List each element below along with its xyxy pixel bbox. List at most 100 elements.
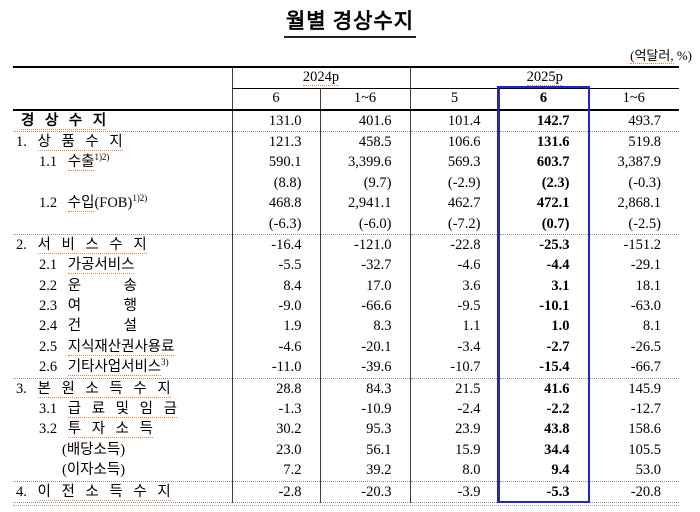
row-label: 1.2 수입(FOB)1)2) bbox=[13, 194, 232, 214]
row-label-text: 수출 bbox=[67, 154, 95, 172]
table-row: 3. 본 원 소 득 수 지 28.8 84.3 21.5 41.6 145.9 bbox=[13, 378, 679, 400]
value-cell: 23.9 bbox=[409, 419, 499, 441]
value-cell: 84.3 bbox=[319, 378, 410, 400]
value-cell: 603.7 bbox=[498, 152, 588, 174]
row-label: 2.4 건 설 bbox=[13, 317, 232, 337]
value-cell: 34.4 bbox=[498, 440, 588, 461]
value-cell: 53.0 bbox=[587, 460, 679, 482]
value-cell: -5.3 bbox=[498, 481, 588, 504]
value-cell: 472.1 bbox=[498, 193, 588, 214]
value-cell: 145.9 bbox=[587, 378, 679, 400]
value-cell: 401.6 bbox=[319, 110, 410, 132]
table-row: 4. 이 전 소 득 수 지 -2.8 -20.3 -3.9 -5.3 -20.8 bbox=[13, 481, 679, 504]
value-cell: -5.5 bbox=[231, 255, 320, 277]
row-label-prefix: 2.5 bbox=[39, 338, 68, 355]
value-cell: 8.3 bbox=[319, 316, 410, 338]
group-header-2024p: 2024p bbox=[231, 67, 410, 89]
value-cell: -29.1 bbox=[587, 255, 679, 277]
footnote-marker: 3) bbox=[161, 357, 169, 368]
value-cell: -10.9 bbox=[319, 399, 410, 420]
value-cell: -20.8 bbox=[587, 481, 679, 504]
row-label-prefix: 2.2 bbox=[39, 277, 68, 294]
value-cell: 1.0 bbox=[498, 316, 588, 338]
value-cell: 101.4 bbox=[409, 110, 499, 132]
value-cell: 462.7 bbox=[409, 193, 499, 214]
value-cell: -15.4 bbox=[498, 357, 588, 379]
value-cell: -9.5 bbox=[409, 296, 499, 317]
col-header-2024-6: 6 bbox=[231, 88, 320, 111]
value-cell: -22.8 bbox=[409, 234, 499, 256]
value-cell: 39.2 bbox=[319, 460, 410, 482]
row-label: 3.1 급 료 및 임 금 bbox=[13, 399, 232, 419]
row-label-prefix: 1.1 bbox=[39, 154, 68, 171]
value-cell: -4.6 bbox=[409, 255, 499, 277]
value-cell: -25.3 bbox=[498, 234, 588, 256]
value-cell: 106.6 bbox=[409, 131, 499, 153]
row-label-text: 건 설 bbox=[67, 318, 137, 335]
value-cell: (-2.9) bbox=[409, 173, 499, 194]
value-cell: 28.8 bbox=[231, 378, 320, 400]
table-row: 2.3 여 행 -9.0 -66.6 -9.5 -10.1 -63.0 bbox=[13, 296, 679, 317]
row-label-text: 서 비 스 수 지 bbox=[37, 236, 147, 254]
row-label: (배당소득) bbox=[13, 440, 232, 460]
footnote-marker: 1)2) bbox=[132, 193, 148, 204]
table-row: 1.1 수출1)2) 590.1 3,399.6 569.3 603.7 3,387.9 bbox=[13, 152, 679, 174]
value-cell: (-7.2) bbox=[409, 213, 499, 235]
table-row: (배당소득) 23.0 56.1 15.9 34.4 105.5 bbox=[13, 440, 679, 461]
unit-note-rest: %) bbox=[673, 48, 692, 63]
row-label-text: 상 품 수 지 bbox=[37, 133, 123, 151]
group-header-row: 2024p 2025p bbox=[13, 67, 679, 111]
row-label-post: (FOB) bbox=[94, 195, 133, 212]
value-cell: -10.1 bbox=[498, 296, 588, 317]
row-label-text: 운 송 bbox=[67, 277, 137, 294]
table-row: (-6.3) (-6.0) (-7.2) (0.7) (-2.5) bbox=[13, 213, 679, 235]
row-label-text: 급 료 및 임 금 bbox=[67, 401, 177, 419]
value-cell: 590.1 bbox=[231, 152, 320, 174]
table-row: 2. 서 비 스 수 지 -16.4 -121.0 -22.8 -25.3 -151.2 bbox=[13, 234, 679, 256]
row-label-text: (배당소득) bbox=[62, 441, 126, 458]
value-cell: -2.8 bbox=[231, 481, 320, 504]
current-account-table-wrap: 2024p 2025p 6 1~6 5 6 1~6 경 상 수 지 131.0 40… bbox=[13, 66, 679, 507]
value-cell: -12.7 bbox=[587, 399, 679, 420]
value-cell: -32.7 bbox=[319, 255, 410, 277]
row-label-text: 지식재산권사용료 bbox=[67, 338, 175, 356]
value-cell: -66.7 bbox=[587, 357, 679, 379]
value-cell: (-2.5) bbox=[587, 213, 679, 235]
value-cell: -2.7 bbox=[498, 337, 588, 358]
current-account-table: 2024p 2025p 6 1~6 5 6 1~6 경 상 수 지 131.0 40… bbox=[13, 66, 679, 504]
value-cell: (2.3) bbox=[498, 173, 588, 194]
value-cell: -66.6 bbox=[319, 296, 410, 317]
table-row: 1. 상 품 수 지 121.3 458.5 106.6 131.6 519.8 bbox=[13, 131, 679, 153]
row-label-prefix: 2. bbox=[16, 236, 38, 253]
value-cell: -20.1 bbox=[319, 337, 410, 358]
value-cell: 2,941.1 bbox=[319, 193, 410, 214]
row-label: 1.1 수출1)2) bbox=[13, 153, 232, 173]
table-row: 2.4 건 설 1.9 8.3 1.1 1.0 8.1 bbox=[13, 316, 679, 338]
value-cell: 15.9 bbox=[409, 440, 499, 461]
row-label-prefix: 2.4 bbox=[39, 318, 68, 335]
value-cell: -1.3 bbox=[231, 399, 320, 420]
value-cell: 7.2 bbox=[231, 460, 320, 482]
table-row: 3.2 투 자 소 득 30.2 95.3 23.9 43.8 158.6 bbox=[13, 419, 679, 441]
value-cell: 121.3 bbox=[231, 131, 320, 153]
value-cell: 56.1 bbox=[319, 440, 410, 461]
value-cell: 569.3 bbox=[409, 152, 499, 174]
table-row: 2.1 가공서비스 -5.5 -32.7 -4.6 -4.4 -29.1 bbox=[13, 255, 679, 277]
value-cell: 8.4 bbox=[231, 276, 320, 297]
corner-cell bbox=[13, 67, 232, 111]
value-cell: 30.2 bbox=[231, 419, 320, 441]
col-header-2024-1to6: 1~6 bbox=[319, 88, 410, 111]
value-cell: (8.8) bbox=[231, 173, 320, 194]
row-label: 2.3 여 행 bbox=[13, 297, 232, 317]
row-label: 3.2 투 자 소 득 bbox=[13, 420, 232, 440]
value-cell: -2.4 bbox=[409, 399, 499, 420]
value-cell: 3.6 bbox=[409, 276, 499, 297]
value-cell: -11.0 bbox=[231, 357, 320, 379]
table-row: 3.1 급 료 및 임 금 -1.3 -10.9 -2.4 -2.2 -12.7 bbox=[13, 399, 679, 420]
row-label-text: 수입 bbox=[67, 195, 95, 213]
row-label: 2.1 가공서비스 bbox=[13, 256, 232, 276]
row-label: 1. 상 품 수 지 bbox=[13, 131, 232, 153]
value-cell: 1.1 bbox=[409, 316, 499, 338]
row-label: 2. 서 비 스 수 지 bbox=[13, 234, 232, 256]
value-cell: (0.7) bbox=[498, 213, 588, 235]
